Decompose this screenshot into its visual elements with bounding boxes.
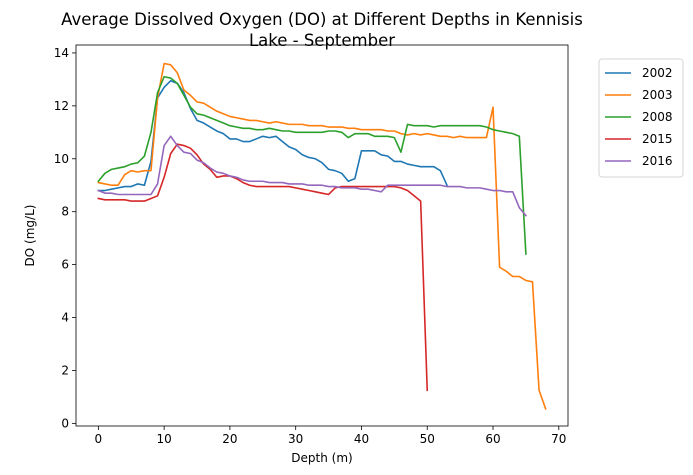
y-tick-label: 4 xyxy=(61,311,69,325)
y-tick-label: 0 xyxy=(61,416,69,430)
y-tick-label: 6 xyxy=(61,258,69,272)
legend: 2002 2003 2008 2015 2016 xyxy=(598,58,684,178)
axes-frame xyxy=(75,44,569,427)
x-tick-label: 40 xyxy=(354,432,369,446)
plot-area: 0 10 20 30 40 50 60 70 0 2 4 6 8 10 12 14 xyxy=(54,44,569,446)
series-line-2008 xyxy=(97,75,527,255)
series-lines xyxy=(97,62,547,410)
legend-box xyxy=(598,58,684,178)
y-tick-label: 12 xyxy=(54,99,69,113)
y-tick-label: 14 xyxy=(54,46,69,60)
y-axis-ticks: 0 2 4 6 8 10 12 14 xyxy=(54,46,76,430)
x-tick-label: 30 xyxy=(288,432,303,446)
x-tick-label: 10 xyxy=(156,432,171,446)
x-axis-label: Depth (m) xyxy=(291,451,352,465)
y-axis-label: DO (mg/L) xyxy=(23,205,37,267)
legend-label: 2008 xyxy=(642,110,673,124)
x-tick-label: 20 xyxy=(222,432,237,446)
y-tick-label: 10 xyxy=(54,152,69,166)
x-tick-label: 0 xyxy=(95,432,103,446)
legend-label: 2003 xyxy=(642,88,673,102)
y-tick-label: 2 xyxy=(61,363,69,377)
legend-label: 2015 xyxy=(642,132,673,146)
chart-title: Average Dissolved Oxygen (DO) at Differe… xyxy=(61,10,583,50)
x-tick-label: 50 xyxy=(420,432,435,446)
x-tick-label: 70 xyxy=(551,432,566,446)
legend-label: 2016 xyxy=(642,154,673,168)
chart-title-line: Average Dissolved Oxygen (DO) at Differe… xyxy=(61,10,583,29)
legend-label: 2002 xyxy=(642,66,673,80)
series-line-2003 xyxy=(97,62,547,410)
series-line-2015 xyxy=(97,143,429,392)
x-axis-ticks: 0 10 20 30 40 50 60 70 xyxy=(95,426,566,446)
chart-title-line: Lake - September xyxy=(249,31,395,50)
series-line-2016 xyxy=(97,135,528,217)
x-tick-label: 60 xyxy=(485,432,500,446)
y-tick-label: 8 xyxy=(61,205,69,219)
